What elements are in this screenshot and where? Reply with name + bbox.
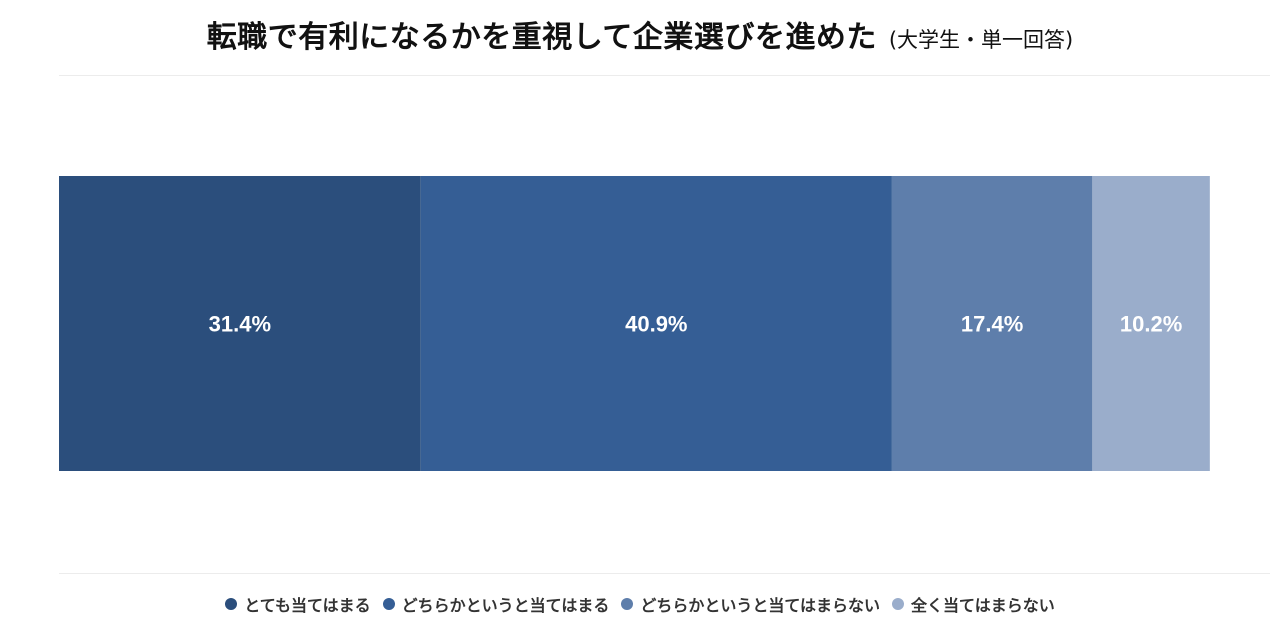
chart-title-row: 転職で有利になるかを重視して企業選びを進めた (大学生・単一回答) <box>0 12 1280 56</box>
bar-data-label-4: 10.2% <box>1120 312 1182 337</box>
chart-title: 転職で有利になるかを重視して企業選びを進めた <box>206 20 877 55</box>
bar-data-label-3: 17.4% <box>961 312 1023 337</box>
legend-item-1: とても当てはまる <box>225 592 371 616</box>
legend-label: どちらかというと当てはまる <box>401 596 610 615</box>
top-divider <box>59 75 1270 76</box>
chart-legend: とても当てはまる どちらかというと当てはまる どちらかというと当てはまらない 全く当て… <box>0 592 1280 616</box>
legend-item-3: どちらかというと当てはまらない <box>621 592 880 616</box>
legend-label: とても当てはまる <box>244 596 371 615</box>
bar-segment-1 <box>59 176 421 471</box>
legend-item-2: どちらかというと当てはまる <box>382 592 610 616</box>
legend-label: 全く当てはまらない <box>911 596 1055 615</box>
bar-data-label-2: 40.9% <box>625 312 687 337</box>
legend-label: どちらかというと当てはまらない <box>640 596 881 615</box>
legend-dot-icon <box>621 598 634 610</box>
legend-dot-icon <box>892 598 905 610</box>
bottom-divider <box>59 573 1270 574</box>
bar-segment-4 <box>1092 176 1210 471</box>
chart-subtitle: (大学生・単一回答) <box>888 28 1074 52</box>
bar-data-label-1: 31.4% <box>209 312 271 337</box>
legend-dot-icon <box>225 598 238 610</box>
bar-segment-2 <box>420 176 892 471</box>
legend-item-4: 全く当てはまらない <box>892 592 1055 616</box>
bar-segment-3 <box>891 176 1093 471</box>
legend-dot-icon <box>382 598 395 610</box>
